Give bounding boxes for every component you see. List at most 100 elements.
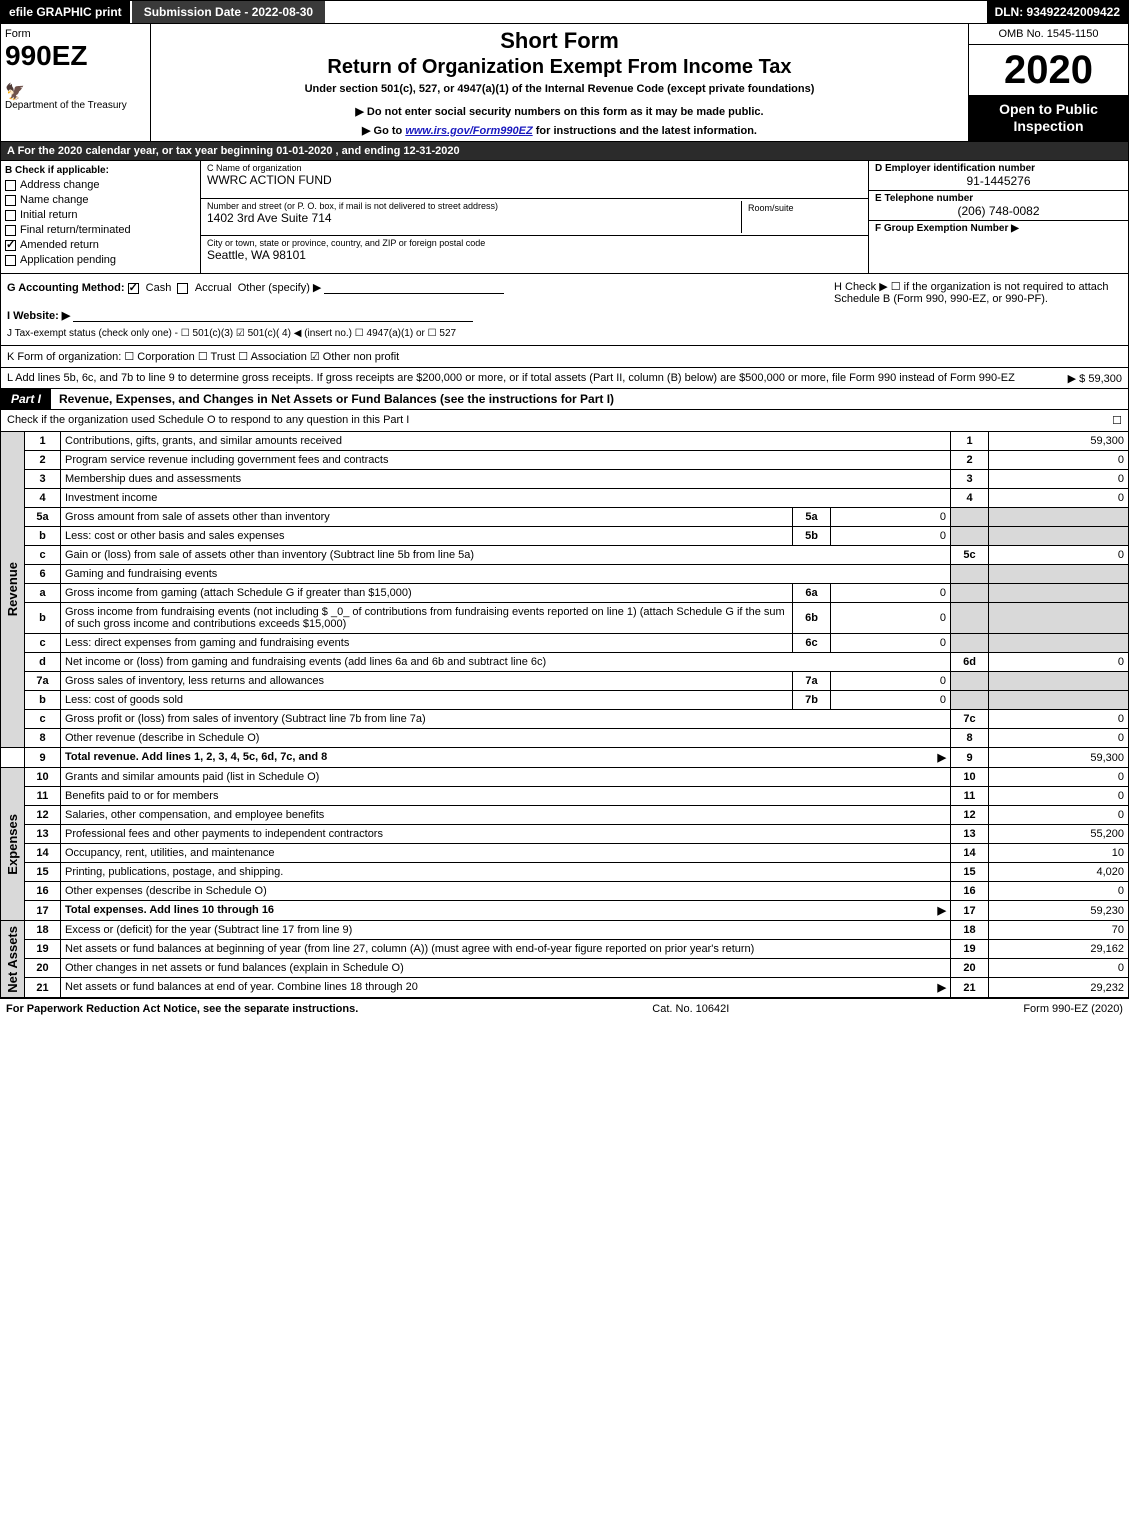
l16-val: 0 <box>989 882 1129 901</box>
l7a-valshade <box>989 672 1129 691</box>
l3-num: 3 <box>25 470 61 489</box>
dept-treasury: Department of the Treasury <box>5 100 146 111</box>
e-phone: E Telephone number (206) 748-0082 <box>869 191 1128 221</box>
irs-link[interactable]: www.irs.gov/Form990EZ <box>405 125 532 137</box>
c-label: C Name of organization <box>207 163 862 173</box>
d-label: D Employer identification number <box>875 163 1122 174</box>
address-cell: Number and street (or P. O. box, if mail… <box>207 201 742 234</box>
chk-final-return[interactable]: Final return/terminated <box>5 224 196 236</box>
l7a-boxshade <box>951 672 989 691</box>
i-website: I Website: ▶ <box>7 308 822 322</box>
l6a-num: a <box>25 584 61 603</box>
l5c-val: 0 <box>989 546 1129 565</box>
topbar-spacer <box>325 1 986 23</box>
l4-val: 0 <box>989 489 1129 508</box>
l1-val: 59,300 <box>989 432 1129 451</box>
l16-box: 16 <box>951 882 989 901</box>
l18-num: 18 <box>25 921 61 940</box>
l19-num: 19 <box>25 940 61 959</box>
form-word: Form <box>5 28 146 40</box>
g-label: G Accounting Method: <box>7 282 125 294</box>
l21-val: 29,232 <box>989 978 1129 998</box>
g-other-field[interactable] <box>324 280 504 294</box>
side-revenue: Revenue <box>1 432 25 748</box>
l9-sidegap <box>1 748 25 768</box>
l20-box: 20 <box>951 959 989 978</box>
f-group: F Group Exemption Number ▶ <box>869 221 1128 236</box>
part1-header: Part I Revenue, Expenses, and Changes in… <box>0 389 1129 410</box>
e-label: E Telephone number <box>875 193 1122 204</box>
title-short-form: Short Form <box>155 28 964 54</box>
l4-desc: Investment income <box>61 489 951 508</box>
l16-desc: Other expenses (describe in Schedule O) <box>61 882 951 901</box>
l14-num: 14 <box>25 844 61 863</box>
l8-val: 0 <box>989 729 1129 748</box>
website-field[interactable] <box>73 308 473 322</box>
treasury-seal-icon: 🦅 <box>5 82 25 102</box>
l14-val: 10 <box>989 844 1129 863</box>
footer-mid: Cat. No. 10642I <box>652 1003 729 1015</box>
dln-label: DLN: 93492242009422 <box>987 1 1128 23</box>
chk-accrual[interactable] <box>177 283 188 294</box>
chk-application-pending[interactable]: Application pending <box>5 254 196 266</box>
l9-desc: Total revenue. Add lines 1, 2, 3, 4, 5c,… <box>61 748 951 768</box>
l19-box: 19 <box>951 940 989 959</box>
l6b-valshade <box>989 603 1129 634</box>
l11-desc: Benefits paid to or for members <box>61 787 951 806</box>
l17-desc: Total expenses. Add lines 10 through 16 … <box>61 901 951 921</box>
l3-val: 0 <box>989 470 1129 489</box>
block-bcdef: B Check if applicable: Address change Na… <box>0 161 1129 274</box>
page-footer: For Paperwork Reduction Act Notice, see … <box>0 998 1129 1019</box>
l3-box: 3 <box>951 470 989 489</box>
chk-address-change[interactable]: Address change <box>5 179 196 191</box>
c-org-name: C Name of organization WWRC ACTION FUND <box>201 161 868 199</box>
l1-desc: Contributions, gifts, grants, and simila… <box>61 432 951 451</box>
f-label: F Group Exemption Number ▶ <box>875 223 1122 234</box>
l21-num: 21 <box>25 978 61 998</box>
l11-num: 11 <box>25 787 61 806</box>
side-revenue-label: Revenue <box>5 562 20 616</box>
l8-num: 8 <box>25 729 61 748</box>
l5a-desc: Gross amount from sale of assets other t… <box>61 508 793 527</box>
header-left: Form 990EZ 🦅 Department of the Treasury <box>1 24 151 141</box>
l6a-valshade <box>989 584 1129 603</box>
lines-table: Revenue 1 Contributions, gifts, grants, … <box>0 432 1129 998</box>
l6c-num: c <box>25 634 61 653</box>
l7b-valshade <box>989 691 1129 710</box>
l10-num: 10 <box>25 768 61 787</box>
side-netassets: Net Assets <box>1 921 25 998</box>
l6c-sub: 6c <box>793 634 831 653</box>
part1-checkbox[interactable]: ☐ <box>1112 414 1122 427</box>
l6d-val: 0 <box>989 653 1129 672</box>
b-check-applicable: B Check if applicable: Address change Na… <box>1 161 201 273</box>
l17-num: 17 <box>25 901 61 921</box>
l13-num: 13 <box>25 825 61 844</box>
g-accrual-label: Accrual <box>195 282 232 294</box>
l7c-desc: Gross profit or (loss) from sales of inv… <box>61 710 951 729</box>
l6-desc: Gaming and fundraising events <box>61 565 951 584</box>
chk-amended-return[interactable]: Amended return <box>5 239 196 251</box>
l6a-desc: Gross income from gaming (attach Schedul… <box>61 584 793 603</box>
l6d-desc: Net income or (loss) from gaming and fun… <box>61 653 951 672</box>
l15-val: 4,020 <box>989 863 1129 882</box>
goto-pre: ▶ Go to <box>362 125 405 137</box>
l2-box: 2 <box>951 451 989 470</box>
l11-box: 11 <box>951 787 989 806</box>
form-number: 990EZ <box>5 40 146 72</box>
l2-num: 2 <box>25 451 61 470</box>
chk-cash[interactable] <box>128 283 139 294</box>
l6d-box: 6d <box>951 653 989 672</box>
header-center: Short Form Return of Organization Exempt… <box>151 24 968 141</box>
l14-box: 14 <box>951 844 989 863</box>
l6b-desc: Gross income from fundraising events (no… <box>61 603 793 634</box>
l20-val: 0 <box>989 959 1129 978</box>
address-value: 1402 3rd Ave Suite 714 <box>207 211 741 225</box>
l3-desc: Membership dues and assessments <box>61 470 951 489</box>
address-row: Number and street (or P. O. box, if mail… <box>201 199 868 237</box>
l5a-num: 5a <box>25 508 61 527</box>
chk-name-change[interactable]: Name change <box>5 194 196 206</box>
l7b-sv: 0 <box>831 691 951 710</box>
gh-left: G Accounting Method: Cash Accrual Other … <box>1 274 828 345</box>
chk-initial-return[interactable]: Initial return <box>5 209 196 221</box>
form-header: Form 990EZ 🦅 Department of the Treasury … <box>0 24 1129 142</box>
